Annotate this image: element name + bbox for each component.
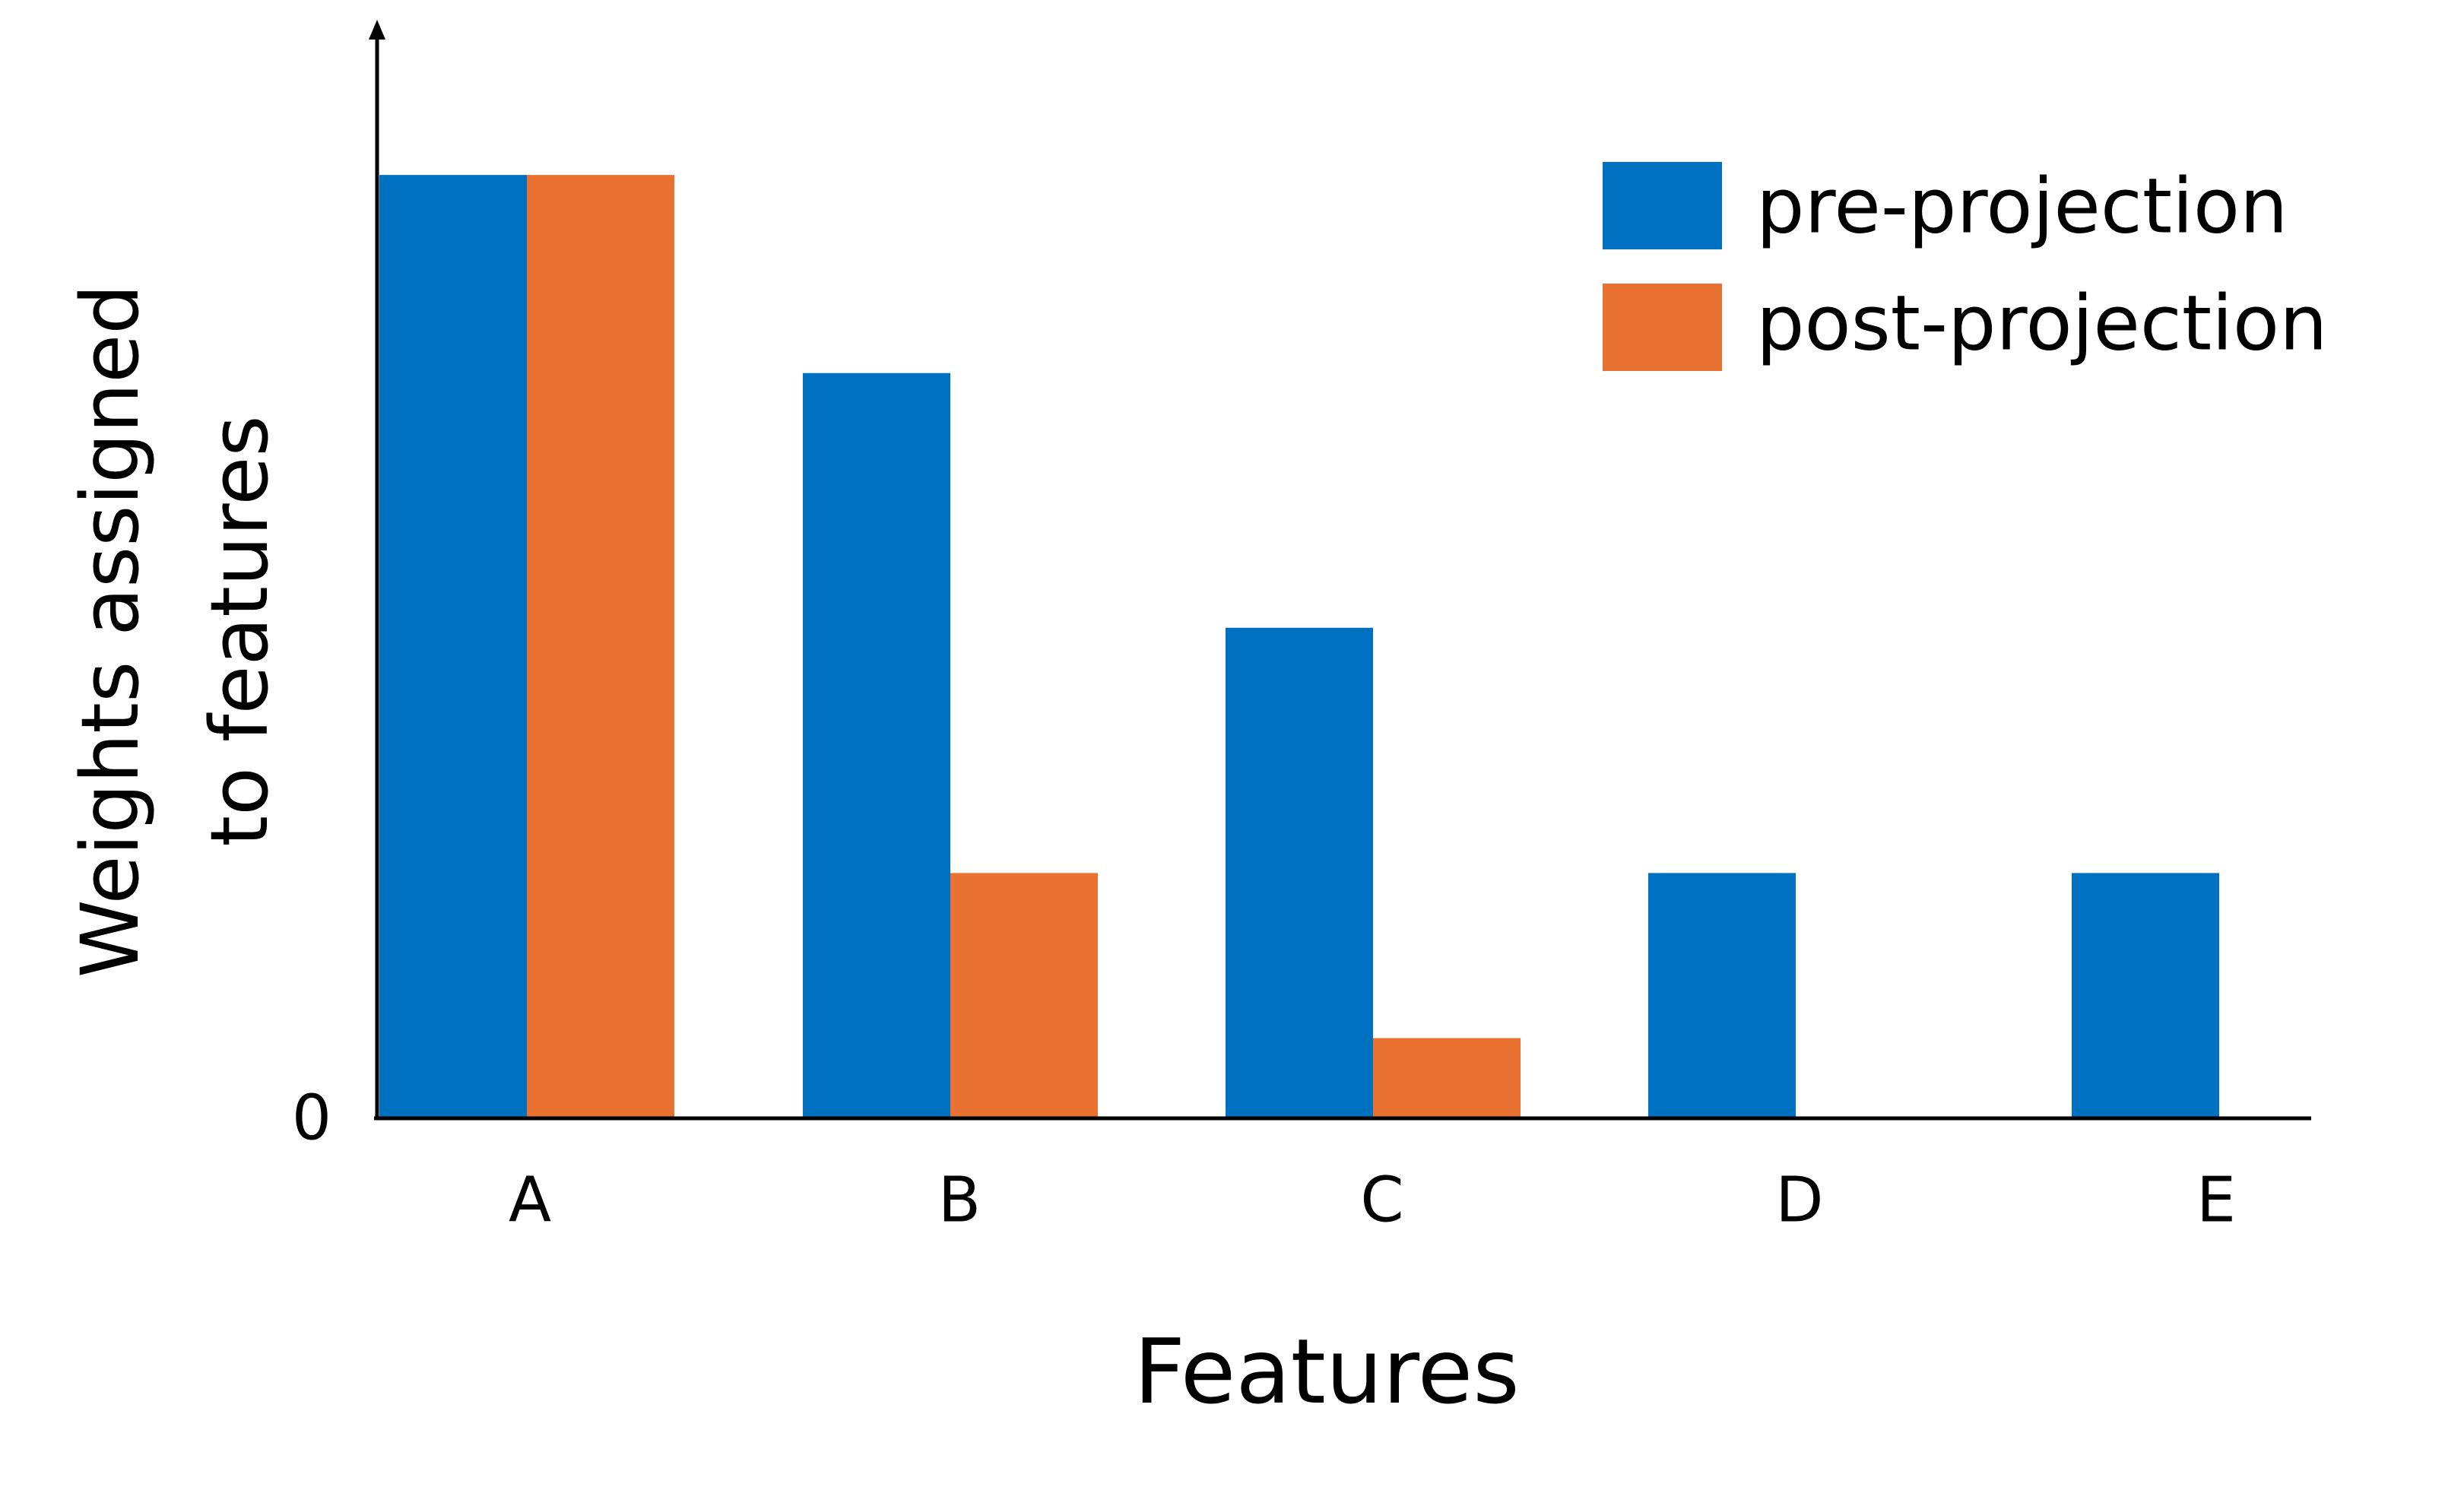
legend-swatch-pre-projection: [1603, 162, 1722, 249]
legend: pre-projection post-projection: [1603, 162, 2327, 371]
bar-d-pre-projection: [1648, 873, 1796, 1118]
bar-e-pre-projection: [2072, 873, 2219, 1118]
bar-c-pre-projection: [1226, 627, 1373, 1118]
y-axis-title-line-1: Weights assigned: [64, 284, 157, 978]
x-tick-labels: A B C D E: [509, 1165, 2236, 1237]
legend-swatch-post-projection: [1603, 284, 1722, 371]
bar-a-post-projection: [527, 175, 674, 1119]
x-axis-title: Features: [1134, 1319, 1519, 1424]
x-tick-label-c: C: [1360, 1165, 1403, 1237]
y-axis-arrowhead: [369, 20, 385, 40]
legend-label-post-projection: post-projection: [1756, 279, 2327, 368]
x-tick-label-d: D: [1775, 1165, 1823, 1237]
bar-b-post-projection: [950, 873, 1098, 1118]
y-axis-title: Weights assigned to features: [64, 284, 286, 978]
bar-a-pre-projection: [379, 175, 527, 1119]
bar-b-pre-projection: [803, 373, 950, 1119]
y-axis-title-line-2: to features: [193, 415, 286, 846]
axes: [369, 20, 2311, 1121]
bar-c-post-projection: [1373, 1038, 1521, 1118]
legend-label-pre-projection: pre-projection: [1756, 162, 2288, 251]
x-tick-label-a: A: [509, 1165, 551, 1237]
bars-group: [379, 175, 2219, 1119]
x-tick-label-b: B: [938, 1165, 981, 1237]
x-tick-label-e: E: [2196, 1165, 2236, 1237]
y-tick-label-zero: 0: [292, 1083, 331, 1155]
